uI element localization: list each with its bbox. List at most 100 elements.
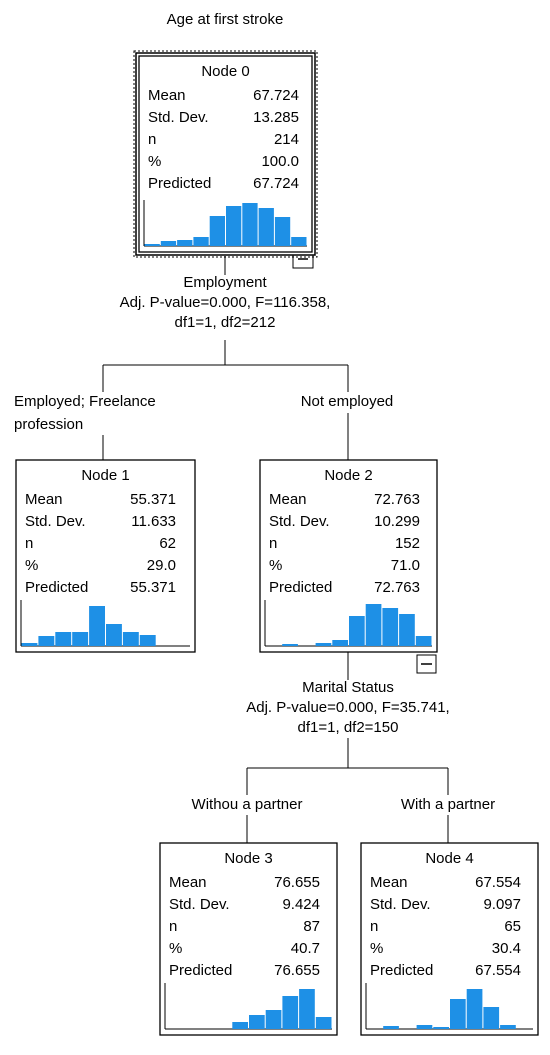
histogram-bar — [282, 996, 299, 1029]
stat-value: 9.097 — [483, 896, 521, 913]
collapse-button[interactable] — [416, 654, 437, 674]
histogram-bar — [122, 632, 139, 646]
branch-label-bg — [12, 415, 86, 433]
histogram-bar — [274, 217, 291, 246]
node-label: Node 3 — [224, 850, 272, 867]
stat-value: 67.724 — [253, 87, 299, 104]
stat-value: 72.763 — [374, 579, 420, 596]
histogram-bar — [144, 244, 160, 246]
histogram-bar — [416, 1025, 433, 1029]
histogram-bar — [242, 203, 258, 246]
branch-label-bg — [189, 795, 305, 813]
branch-label: Not employed — [301, 393, 394, 410]
stat-label: % — [269, 557, 282, 574]
stat-label: Mean — [148, 87, 186, 104]
node: Node 2 Mean 72.763 Std. Dev. 10.299 n 152% 71.0… — [259, 459, 438, 653]
stat-label: % — [370, 940, 383, 957]
histogram-bar — [433, 1027, 449, 1029]
histogram-bar — [450, 999, 466, 1029]
stat-label: n — [25, 535, 33, 552]
stat-value: 87 — [303, 918, 320, 935]
histogram-bar — [226, 206, 242, 246]
histogram-bar — [483, 1007, 500, 1029]
stat-label: Mean — [169, 874, 207, 891]
node-selection — [133, 50, 318, 258]
stat-value: 72.763 — [374, 491, 420, 508]
histogram-bar — [383, 1026, 399, 1029]
stat-value: 65 — [504, 918, 521, 935]
stat-label: Mean — [370, 874, 408, 891]
histogram-bar — [249, 1015, 265, 1029]
stat-label: n — [370, 918, 378, 935]
stat-label: Predicted — [25, 579, 88, 596]
stat-label: Std. Dev. — [25, 513, 86, 530]
node: Node 1 Mean 55.371 Std. Dev. 11.633 n 62% 29.0 P… — [15, 459, 196, 653]
split-df: df1=1, df2=150 — [298, 719, 399, 736]
histogram-bar — [89, 606, 105, 646]
branch-label-bg — [12, 392, 158, 410]
stat-label: Mean — [269, 491, 307, 508]
node-label: Node 2 — [324, 467, 372, 484]
stat-label: Std. Dev. — [269, 513, 330, 530]
node: Node 3 Mean 76.655 Std. Dev. 9.424 n 87% 40.7 Pr… — [159, 842, 338, 1036]
stat-label: Std. Dev. — [148, 109, 209, 126]
stat-value: 71.0 — [391, 557, 420, 574]
stat-value: 67.724 — [253, 175, 299, 192]
stat-label: % — [25, 557, 38, 574]
stat-value: 9.424 — [282, 896, 320, 913]
edge — [102, 256, 349, 460]
stat-value: 76.655 — [274, 874, 320, 891]
node-label: Node 0 — [201, 63, 249, 80]
histogram-bar — [399, 614, 415, 646]
histogram-bar — [299, 989, 315, 1029]
histogram-bar — [139, 635, 156, 646]
stat-label: n — [148, 131, 156, 148]
histogram-bar — [382, 608, 399, 646]
stat-label: n — [269, 535, 277, 552]
histogram-bar — [38, 636, 55, 646]
node-label: Node 1 — [81, 467, 129, 484]
stat-value: 55.371 — [130, 579, 176, 596]
histogram-bar — [160, 241, 177, 246]
tree-title: Age at first stroke — [167, 11, 284, 28]
node-box — [360, 842, 539, 1036]
split-df: df1=1, df2=212 — [175, 314, 276, 331]
histogram-bar — [315, 1017, 332, 1029]
stat-value: 152 — [395, 535, 420, 552]
histogram-bar — [315, 643, 332, 646]
histogram-bar — [21, 643, 38, 646]
histogram-bar — [106, 624, 122, 646]
stat-value: 11.633 — [131, 513, 176, 530]
histogram-bar — [365, 604, 382, 646]
histogram-bar — [193, 237, 209, 246]
stat-label: % — [148, 153, 161, 170]
branch-label: profession — [14, 416, 83, 433]
stat-value: 62 — [159, 535, 176, 552]
histogram-bar — [466, 989, 483, 1029]
stat-value: 214 — [274, 131, 299, 148]
stat-label: Predicted — [169, 962, 232, 979]
histogram-bar — [265, 1010, 282, 1029]
split-variable: Marital Status — [302, 679, 394, 696]
histogram-bar — [55, 632, 72, 646]
histogram-bar — [332, 640, 348, 646]
node-label: Node 4 — [425, 850, 473, 867]
stat-value: 30.4 — [492, 940, 521, 957]
branch-label-bg — [298, 392, 396, 410]
histogram-bar — [209, 216, 225, 246]
branch-label: With a partner — [401, 796, 495, 813]
stat-label: Predicted — [370, 962, 433, 979]
histogram-bar — [500, 1025, 516, 1029]
stat-label: Mean — [25, 491, 63, 508]
stat-label: % — [169, 940, 182, 957]
stat-value: 29.0 — [147, 557, 176, 574]
split-test: Adj. P-value=0.000, F=116.358, — [120, 294, 331, 311]
branch-label: Withou a partner — [192, 796, 303, 813]
stat-label: n — [169, 918, 177, 935]
stat-value: 13.285 — [253, 109, 299, 126]
stat-value: 10.299 — [374, 513, 420, 530]
split-test: Adj. P-value=0.000, F=35.741, — [246, 699, 449, 716]
branch-label: Employed; Freelance — [14, 393, 156, 410]
histogram-bar — [349, 616, 365, 646]
